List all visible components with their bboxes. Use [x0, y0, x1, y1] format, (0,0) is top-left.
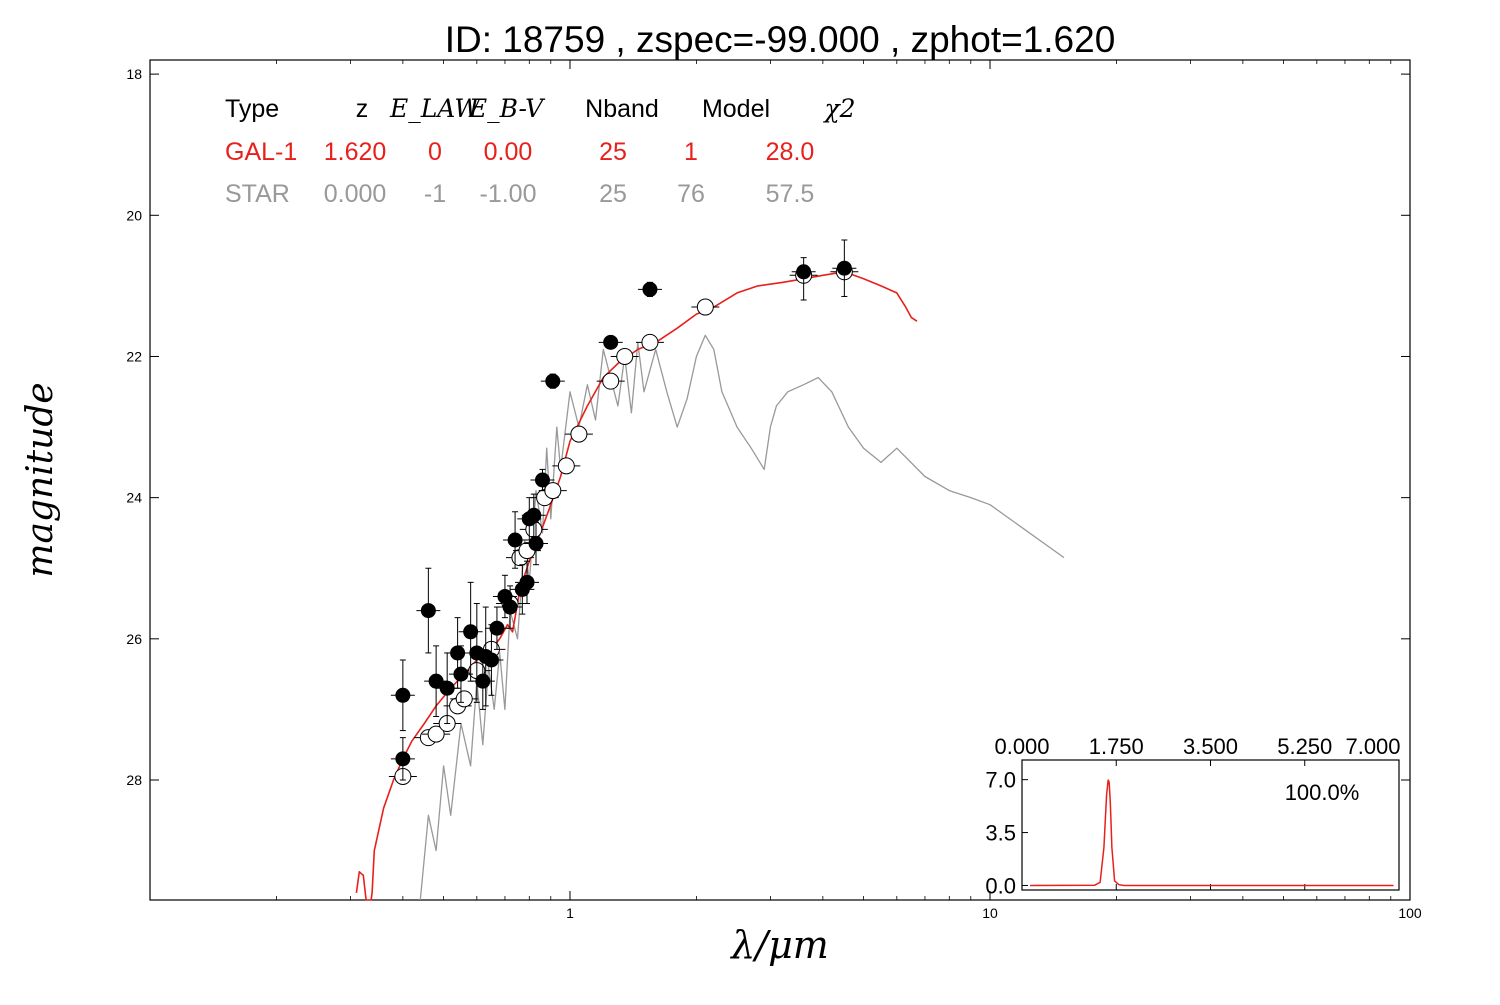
observed-point	[463, 624, 479, 640]
table-cell: -1	[424, 180, 446, 208]
table-cell: 57.5	[766, 180, 815, 208]
inset-x-tick-label: 5.250	[1277, 734, 1332, 759]
table-cell: 1	[684, 138, 698, 166]
x-axis-ticks: 1 10 100	[276, 60, 1422, 921]
observed-point	[642, 281, 658, 297]
model-point	[570, 425, 588, 443]
model-point	[696, 298, 714, 316]
x-axis-label: λ/μm	[729, 923, 829, 967]
model-point	[427, 725, 445, 743]
main-plot-frame	[149, 59, 1411, 901]
observed-point	[450, 645, 466, 661]
inset-annotation: 100.0%	[1285, 780, 1360, 805]
main-series	[355, 239, 1065, 901]
inset-series	[1030, 779, 1394, 887]
inset-y-tick-label: 3.5	[985, 821, 1016, 846]
inset-y-tick-label: 0.0	[985, 873, 1016, 898]
pdz-line	[1030, 779, 1394, 887]
chart-title: ID: 18759 , zspec=-99.000 , zphot=1.620	[445, 19, 1116, 60]
observed-point	[796, 264, 812, 280]
observed-point	[483, 652, 499, 668]
table-header: z	[356, 95, 369, 123]
observed-point	[526, 507, 542, 523]
observed-point	[420, 603, 436, 619]
observed-point	[507, 532, 523, 548]
inset-x-ticks: 0.000 1.750 3.500 5.250 7.000	[994, 734, 1401, 890]
inset-y-ticks: 0.0 3.5 7.0	[985, 768, 1028, 898]
model-point	[602, 372, 620, 390]
observed-point	[836, 260, 852, 276]
y-tick-label: 22	[126, 348, 142, 364]
y-tick-label: 20	[126, 207, 142, 223]
table-header: E_B-V	[468, 94, 546, 123]
model-point	[455, 690, 473, 708]
observed-point	[528, 536, 544, 552]
star-spectrum-line	[419, 334, 1065, 901]
table-header: Type	[225, 95, 279, 123]
observed-point	[453, 666, 469, 682]
x-tick-label: 100	[1398, 905, 1422, 921]
table-cell: 1.620	[324, 138, 387, 166]
table-cell: 0	[428, 138, 442, 166]
observed-point	[439, 680, 455, 696]
model-point	[641, 333, 659, 351]
x-tick-label: 1	[566, 905, 574, 921]
inset-frame	[1021, 759, 1400, 891]
model-point	[557, 457, 575, 475]
model-point	[616, 347, 634, 365]
inset-x-tick-label: 3.500	[1183, 734, 1238, 759]
observed-point	[519, 574, 535, 590]
inset-x-tick-label: 1.750	[1089, 734, 1144, 759]
table-header: χ2	[822, 94, 855, 123]
table-cell: 0.00	[484, 138, 533, 166]
table-header: Model	[702, 95, 770, 123]
y-tick-label: 28	[126, 772, 142, 788]
observed-point	[545, 373, 561, 389]
table-header: Nband	[585, 95, 659, 123]
table-cell: STAR	[225, 180, 290, 208]
observed-point	[475, 673, 491, 689]
table-cell: -1.00	[480, 180, 537, 208]
inset-x-tick-label: 7.000	[1345, 734, 1400, 759]
y-tick-label: 24	[126, 490, 142, 506]
x-tick-label: 10	[982, 905, 998, 921]
table-cell: 0.000	[324, 180, 387, 208]
table-cell: 25	[599, 180, 627, 208]
observed-point	[395, 751, 411, 767]
table-header: E_LAW	[389, 94, 482, 123]
y-axis-ticks: 18 20 22 24 26 28	[126, 66, 1410, 788]
table-cell: GAL-1	[225, 138, 297, 166]
observed-point	[489, 620, 505, 636]
table-cell: 76	[677, 180, 705, 208]
observed-point	[395, 687, 411, 703]
y-tick-label: 18	[126, 66, 142, 82]
y-tick-label: 26	[126, 631, 142, 647]
inset-x-tick-label: 0.000	[994, 734, 1049, 759]
pdz-inset: 0.000 1.750 3.500 5.250 7.000 0.0 3.5 7.0 100.…	[985, 734, 1400, 898]
table-cell: 25	[599, 138, 627, 166]
observed-point	[502, 599, 518, 615]
y-axis-label: magnitude	[20, 382, 61, 577]
observed-point	[603, 334, 619, 350]
table-cell: 28.0	[766, 138, 815, 166]
inset-y-tick-label: 7.0	[985, 768, 1016, 793]
observed-point	[534, 472, 550, 488]
